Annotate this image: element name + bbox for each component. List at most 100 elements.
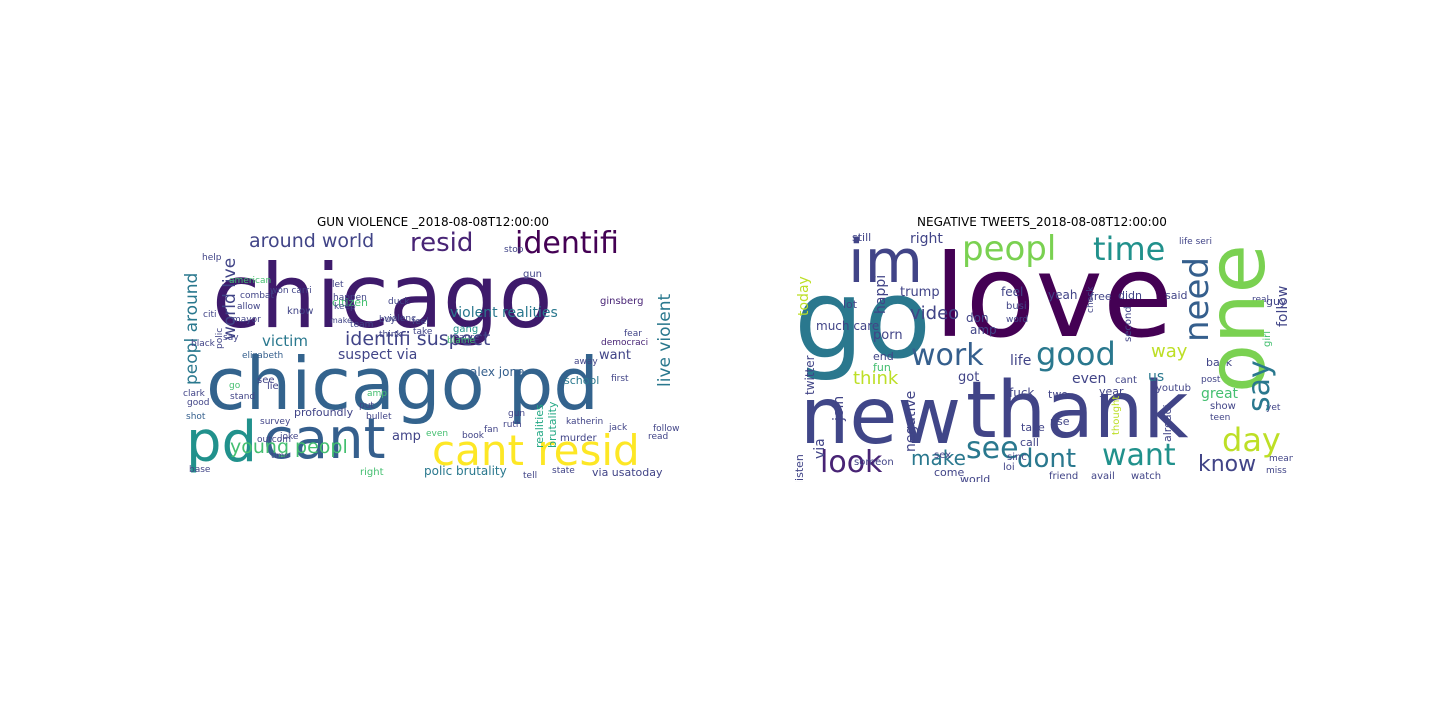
cloud-word: fear xyxy=(624,329,642,339)
cloud-word: happen xyxy=(333,293,367,303)
cloud-word: brutality xyxy=(546,401,559,448)
cloud-word: keep xyxy=(334,302,356,312)
cloud-word: much care xyxy=(816,319,880,333)
cloud-word: outcom xyxy=(257,435,291,445)
cloud-word: call xyxy=(1020,436,1039,449)
cloud-word: fun xyxy=(873,361,891,374)
cloud-word: look xyxy=(820,445,883,480)
cloud-word: us xyxy=(1148,369,1165,385)
cloud-word: identifi xyxy=(515,230,619,261)
cloud-word: via usatoday xyxy=(592,466,663,479)
cloud-word: feel xyxy=(412,317,429,327)
cloud-word: allow xyxy=(237,302,261,312)
cloud-word: day xyxy=(1222,421,1281,459)
cloud-word: two xyxy=(1048,388,1069,401)
cloud-word: post xyxy=(1201,375,1221,385)
cloud-word: violenc xyxy=(384,314,417,324)
cloud-word: think xyxy=(379,330,402,340)
cloud-word: go xyxy=(794,255,932,383)
cloud-word: got xyxy=(958,370,980,385)
cloud-word: alex jone xyxy=(470,365,525,379)
cloud-word: second xyxy=(1123,306,1134,342)
cloud-word: good xyxy=(1036,335,1116,373)
cloud-word: jack xyxy=(609,423,628,433)
cloud-word: ginsberg xyxy=(600,296,644,307)
cloud-word: year xyxy=(1099,385,1124,398)
cloud-word: tell xyxy=(523,471,538,481)
cloud-word: love xyxy=(934,230,1174,363)
cloud-word: cant resid xyxy=(432,426,640,475)
cloud-word: gun xyxy=(523,269,543,280)
cloud-word: say xyxy=(1242,360,1277,412)
right-cloud-title: NEGATIVE TWEETS_2018-08-08T12:00:00 xyxy=(917,215,1167,229)
cloud-word: stop xyxy=(504,245,524,255)
cloud-word: join xyxy=(831,395,847,421)
cloud-word: fuck xyxy=(1009,386,1035,400)
cloud-word: im xyxy=(848,230,924,297)
cloud-word: away xyxy=(574,357,598,367)
cloud-word: bullet xyxy=(366,412,392,422)
cloud-word: chicago xyxy=(212,245,553,348)
cloud-word: come xyxy=(934,466,965,479)
cloud-word: check xyxy=(1086,286,1096,313)
cloud-word: life xyxy=(1010,353,1032,369)
cloud-word: realities xyxy=(533,404,546,448)
cloud-word: miss xyxy=(1266,466,1287,476)
cloud-word: alreadi xyxy=(1161,404,1174,442)
cloud-word: need xyxy=(1177,257,1217,342)
cloud-word: lot xyxy=(843,298,858,311)
cloud-word: someon xyxy=(854,457,894,468)
cloud-word: cant xyxy=(1115,375,1137,386)
cloud-word: busi xyxy=(1006,301,1027,312)
cloud-word: polic xyxy=(215,327,225,349)
cloud-word: want xyxy=(1102,438,1176,473)
cloud-word: citizen xyxy=(332,296,368,309)
cloud-word: peopl around xyxy=(182,272,202,385)
cloud-word: thank xyxy=(966,366,1189,456)
cloud-word: work xyxy=(911,338,984,373)
cloud-word: back xyxy=(1206,356,1233,369)
cloud-word: sex xyxy=(934,450,952,461)
cloud-word: still xyxy=(852,231,872,244)
cloud-word: american xyxy=(229,276,272,286)
cloud-word: help xyxy=(202,253,222,263)
cloud-word: take xyxy=(413,327,433,337)
cloud-word: polic brutality xyxy=(424,464,507,478)
cloud-word: mean xyxy=(1269,454,1293,464)
cloud-word: book xyxy=(462,431,484,441)
cloud-word: even xyxy=(1072,371,1107,387)
cloud-word: said xyxy=(1165,289,1188,302)
cloud-word: school xyxy=(564,374,600,387)
cloud-word: world xyxy=(960,473,991,482)
cloud-word: loi xyxy=(1003,462,1015,473)
cloud-word: profoundly xyxy=(294,406,354,419)
cloud-word: make xyxy=(330,316,352,325)
cloud-word: listen xyxy=(793,454,806,482)
cloud-word: let xyxy=(332,280,344,290)
cloud-word: young peopl xyxy=(230,436,348,458)
cloud-word: stand xyxy=(230,392,256,402)
cloud-word: trump xyxy=(900,285,940,300)
cloud-word: suspect via xyxy=(338,347,418,363)
gun-violence-word-cloud: chicago chicago pd pd cant cant resid resid id… xyxy=(182,230,684,482)
cloud-word: lie xyxy=(267,381,279,392)
cloud-word: time xyxy=(1093,230,1166,268)
cloud-word: base xyxy=(189,465,211,475)
cloud-word: agre xyxy=(459,333,480,343)
cloud-word: gang xyxy=(453,324,479,335)
cloud-word: chicago pd xyxy=(206,342,599,426)
cloud-word: duck xyxy=(388,297,410,307)
cloud-word: democraci xyxy=(601,338,649,348)
cloud-word: cant xyxy=(263,407,386,472)
cloud-word: thought xyxy=(1111,395,1122,435)
cloud-word: watch xyxy=(1131,471,1162,482)
cloud-word: black xyxy=(191,339,215,349)
cloud-word: via xyxy=(812,438,828,459)
cloud-word: identifi suspect xyxy=(345,328,491,350)
cloud-word: see xyxy=(966,431,1019,466)
cloud-word: peopl xyxy=(962,230,1057,269)
cloud-word: good xyxy=(187,398,210,408)
cloud-word: time xyxy=(271,451,290,460)
cloud-word: don xyxy=(966,311,989,325)
cloud-word: life seri xyxy=(1179,237,1212,247)
